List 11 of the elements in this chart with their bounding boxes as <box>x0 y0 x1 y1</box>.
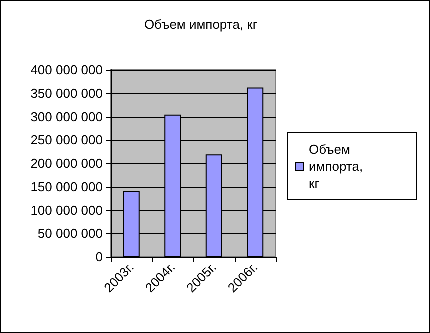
y-tick-label: 200 000 000 <box>30 156 103 171</box>
y-tick-label: 300 000 000 <box>30 109 103 124</box>
y-tick-label: 50 000 000 <box>38 226 103 242</box>
y-tick-label: 250 000 000 <box>30 132 103 148</box>
y-tick-label: 350 000 000 <box>30 86 103 101</box>
y-tick-label: 100 000 000 <box>30 202 103 218</box>
y-tick-label: 150 000 000 <box>30 179 103 194</box>
y-tick-label: 0 <box>96 250 103 264</box>
legend-label: Объем импорта, кг <box>309 142 367 191</box>
chart-title: Объем импорта, кг <box>144 17 258 32</box>
y-tick-label: 400 000 000 <box>30 62 103 78</box>
